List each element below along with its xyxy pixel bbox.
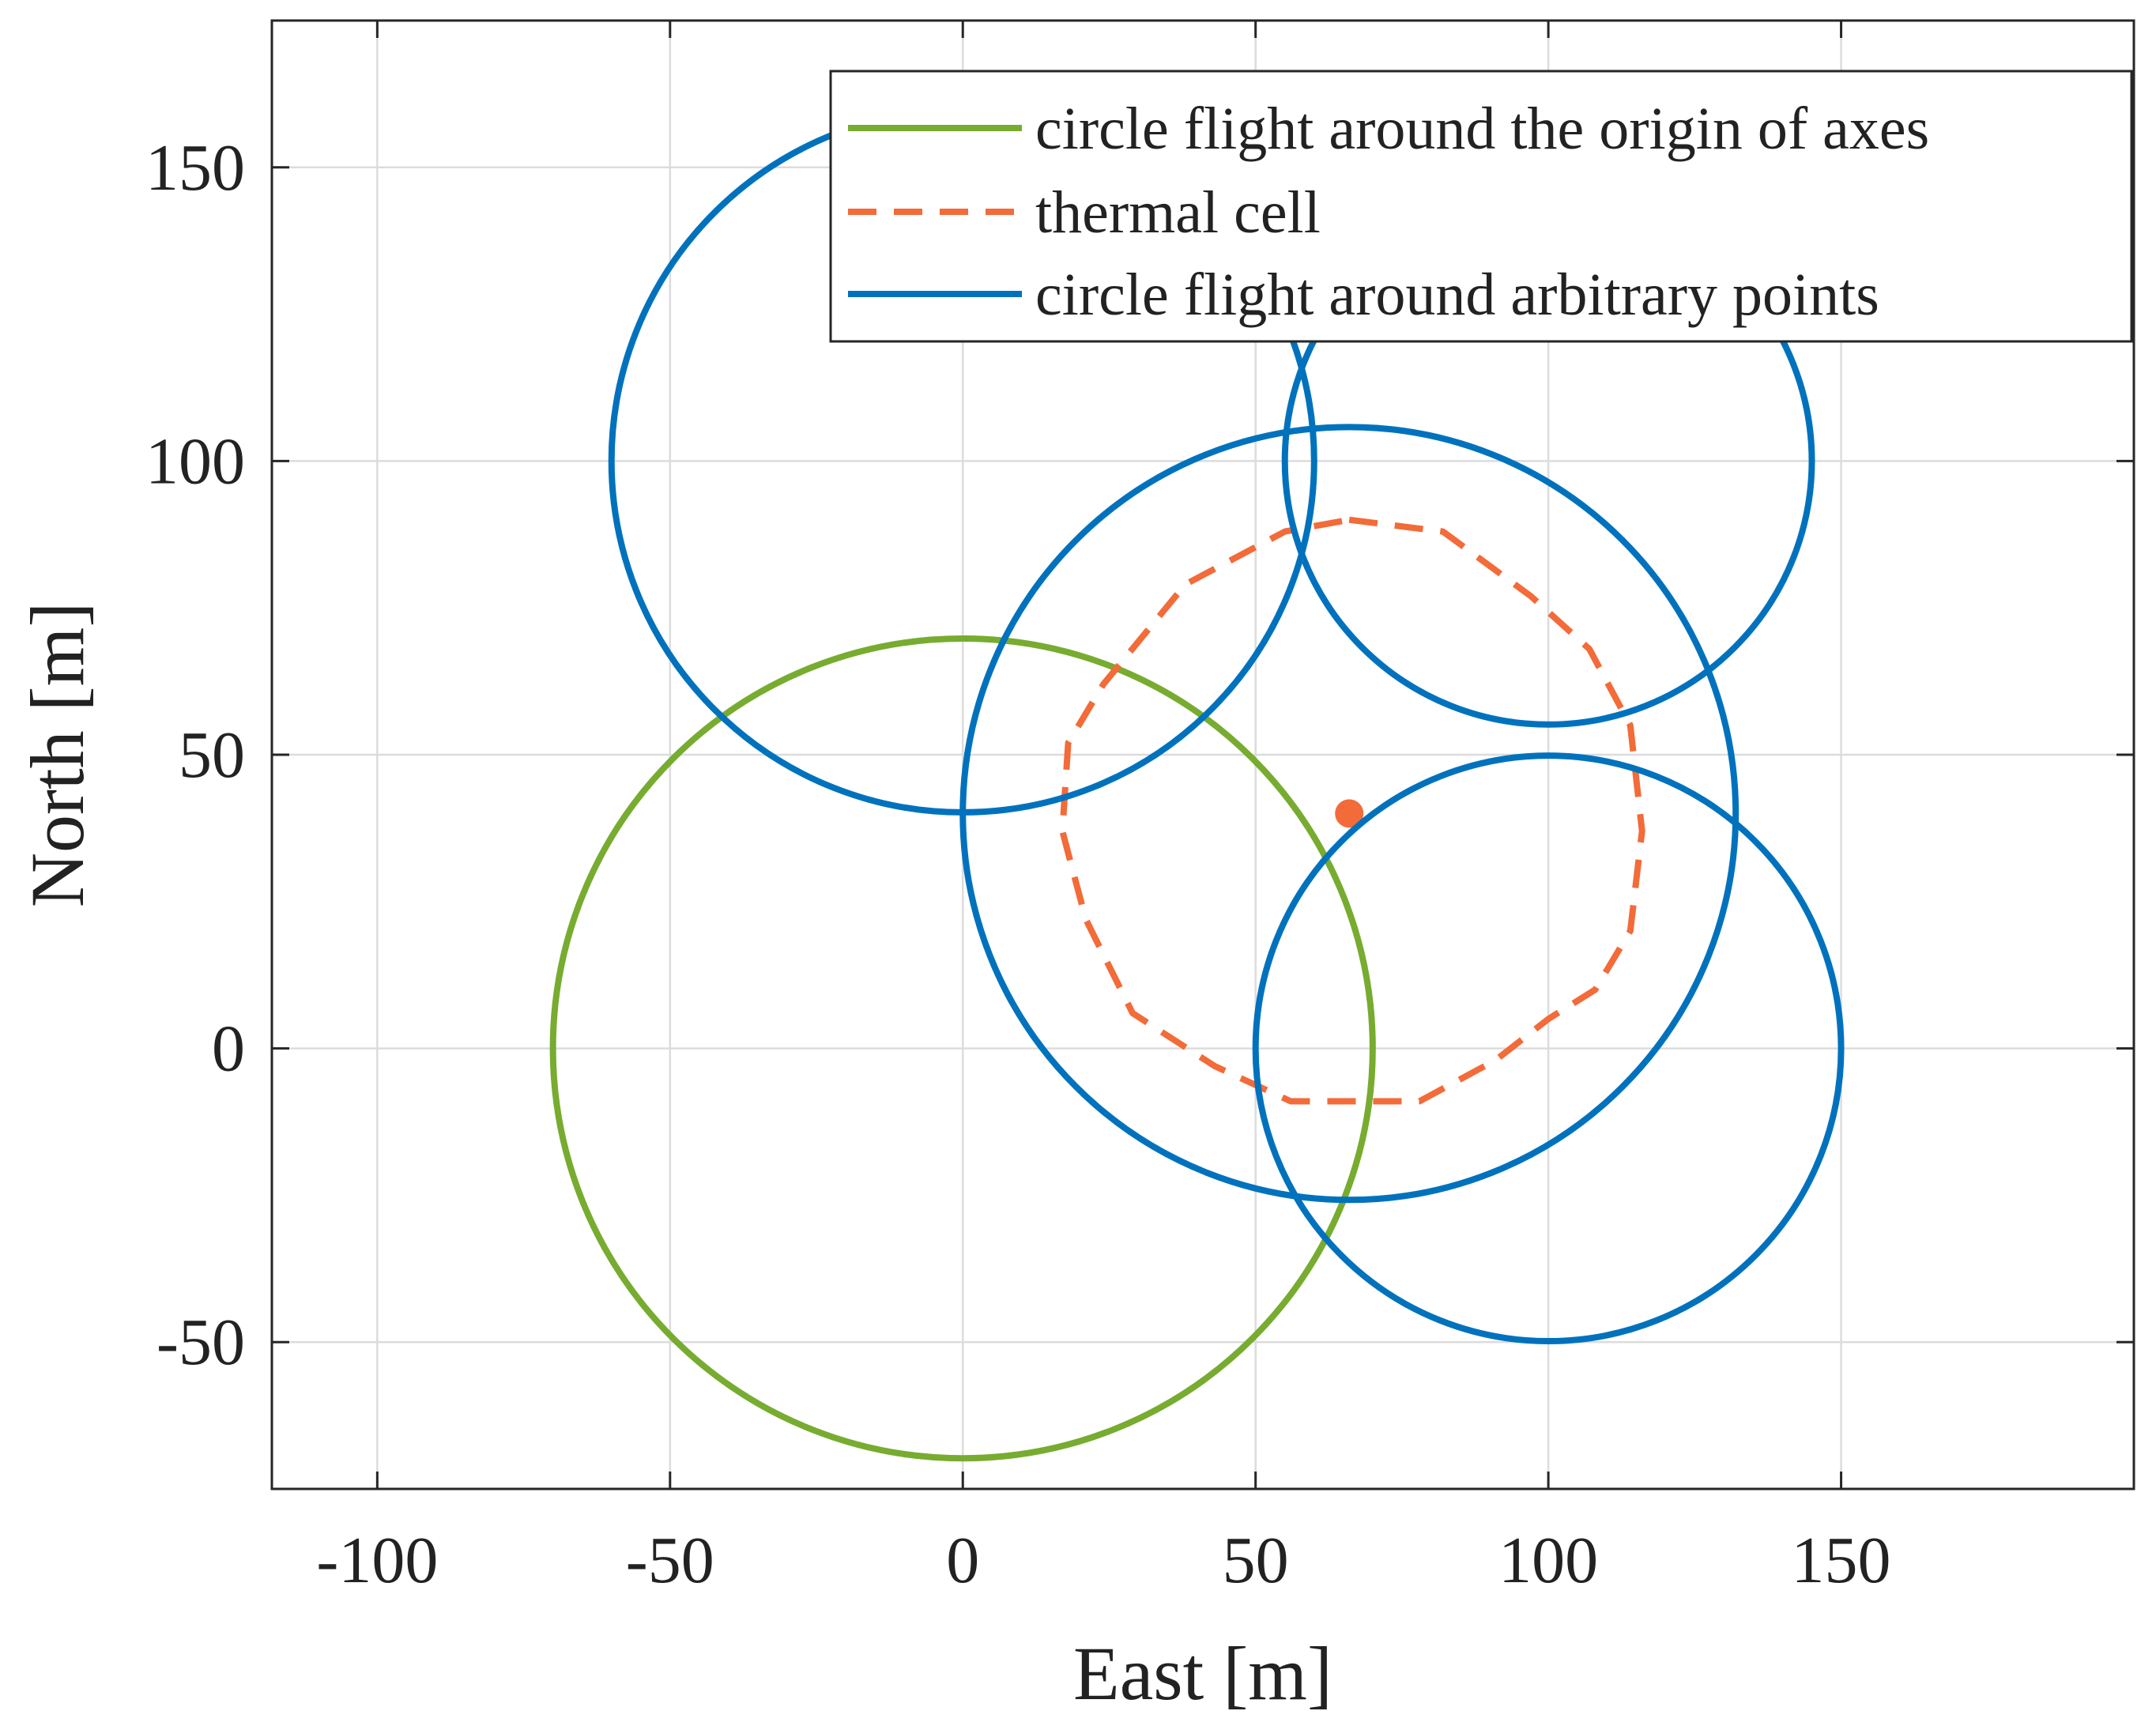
y-tick-label: 50 (179, 718, 245, 792)
x-axis-label: East [m] (1073, 1631, 1332, 1716)
y-tick-label: 0 (212, 1012, 245, 1086)
legend-box (829, 70, 2133, 343)
y-tick-label: -50 (156, 1306, 245, 1379)
legend-label-thermal-cell: thermal cell (1035, 179, 1321, 246)
x-tick-label: 100 (1498, 1524, 1598, 1597)
arbitrary-circle-path (1252, 752, 1845, 1345)
y-axis-label: North [m] (15, 602, 100, 908)
legend: circle flight around the origin of axes … (829, 70, 2133, 343)
arbitrary-circle-path (959, 424, 1740, 1204)
x-tick-label: -100 (316, 1524, 438, 1597)
legend-label-origin-circle: circle flight around the origin of axes (1035, 96, 1929, 162)
ticks: -100 -50 0 50 100 150 -50 0 50 100 150 (145, 21, 2134, 1597)
x-tick-label: -50 (626, 1524, 714, 1597)
legend-label-arbitrary-circles: circle flight around arbitrary points (1035, 262, 1879, 328)
thermal-cell-path (1059, 516, 1645, 1105)
origin-circle-path (549, 635, 1376, 1462)
series-group (549, 106, 1845, 1462)
x-tick-label: 0 (946, 1524, 979, 1597)
x-tick-label: 150 (1792, 1524, 1891, 1597)
y-tick-label: 100 (145, 424, 245, 498)
y-tick-label: 150 (145, 131, 245, 205)
plot-area (549, 106, 1845, 1462)
x-tick-label: 50 (1223, 1524, 1289, 1597)
thermal-center-marker (1335, 799, 1364, 828)
